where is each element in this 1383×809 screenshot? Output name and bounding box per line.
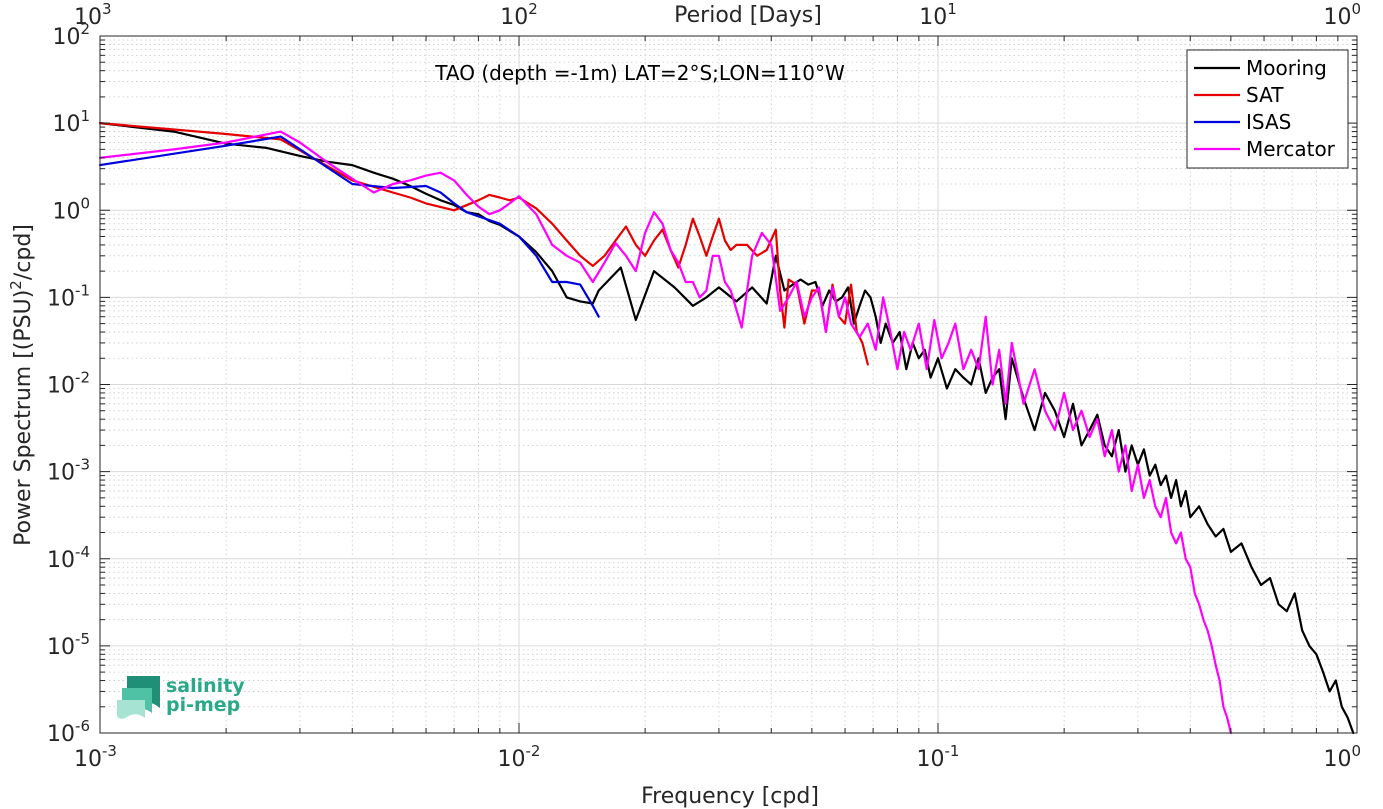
- y-axis-title-tail: /cpd]: [11, 224, 36, 280]
- x-tick-label: 10-2: [498, 742, 541, 772]
- y-tick-label-exp: -3: [75, 456, 90, 474]
- y-tick-label-exp: -5: [75, 630, 90, 648]
- y-tick-label-exp: -4: [75, 543, 90, 561]
- x-axis-title: Frequency [cpd]: [641, 784, 819, 809]
- y-tick-label: 10-4: [47, 543, 90, 573]
- y-tick-label: 102: [52, 20, 90, 50]
- top-axis-title: Period [Days]: [674, 3, 822, 28]
- legend: Mooring SAT ISAS Mercator: [1186, 49, 1349, 169]
- series-layer: [98, 121, 1355, 735]
- y-tick-label: 10-2: [47, 369, 90, 399]
- minor-grid: [100, 36, 1357, 733]
- top-tick-label-exp: 1: [947, 0, 957, 18]
- x-tick-label-base: 10: [498, 747, 526, 772]
- y-axis-title-sup: 2: [7, 280, 25, 290]
- top-tick-label-base: 10: [1323, 5, 1351, 30]
- x-tick-label-exp: -1: [945, 742, 960, 760]
- y-axis-title-main: Power Spectrum [(PSU): [11, 290, 36, 546]
- x-tick-label-exp: -3: [102, 742, 117, 760]
- legend-label-isas: ISAS: [1246, 110, 1291, 134]
- y-tick-label-base: 10: [47, 635, 75, 660]
- y-tick-label-base: 10: [47, 286, 75, 311]
- x-tick-label-exp: 0: [1351, 742, 1361, 760]
- top-tick-label-base: 10: [74, 5, 102, 30]
- x-tick-label-base: 10: [917, 747, 945, 772]
- y-tick-label: 101: [52, 107, 90, 137]
- chart-annotation: TAO (depth =-1m) LAT=2°S;LON=110°W: [434, 61, 845, 85]
- y-axis-title: Power Spectrum [(PSU)2/cpd]: [7, 224, 36, 546]
- top-tick-label: 103: [74, 0, 112, 30]
- x-tick-label: 100: [1323, 742, 1361, 772]
- top-tick-label-exp: 0: [1351, 0, 1361, 18]
- top-tick-label-base: 10: [500, 5, 528, 30]
- top-tick-label-exp: 3: [102, 0, 112, 18]
- legend-label-sat: SAT: [1246, 83, 1284, 107]
- y-tick-label-exp: -6: [75, 717, 90, 735]
- top-tick-label: 100: [1323, 0, 1361, 30]
- logo-text-line1: salinity: [166, 675, 245, 697]
- y-tick-label-exp: 1: [80, 107, 90, 125]
- x-tick-label-base: 10: [74, 747, 102, 772]
- y-tick-label: 10-6: [47, 717, 90, 747]
- x-tick-labels: 10-3 10-2 10-1 100: [74, 742, 1361, 772]
- y-tick-label-base: 10: [47, 548, 75, 573]
- x-tick-label-exp: -2: [526, 742, 541, 760]
- series-line-mercator: [98, 130, 1233, 735]
- tick-marks: [99, 35, 1358, 734]
- y-tick-label-base: 10: [47, 461, 75, 486]
- legend-box: [1186, 49, 1349, 169]
- y-tick-label-exp: -2: [75, 369, 90, 387]
- top-tick-label-base: 10: [919, 5, 947, 30]
- y-tick-label: 10-1: [47, 281, 90, 311]
- y-tick-label-base: 10: [52, 112, 80, 137]
- series-line-isas: [98, 135, 600, 318]
- logo-text-line2: pi-mep: [166, 694, 240, 716]
- y-tick-label-base: 10: [47, 374, 75, 399]
- top-tick-label: 102: [500, 0, 538, 30]
- series-line-mooring: [98, 121, 1355, 735]
- y-tick-label: 10-5: [47, 630, 90, 660]
- legend-label-mooring: Mooring: [1246, 56, 1327, 80]
- top-tick-labels: 103 102 101 100: [74, 0, 1361, 30]
- legend-label-mercator: Mercator: [1246, 137, 1336, 161]
- salinity-pi-mep-logo: salinity pi-mep: [117, 675, 245, 719]
- top-tick-label-exp: 2: [528, 0, 538, 18]
- y-tick-label-base: 10: [47, 722, 75, 747]
- x-tick-label: 10-3: [74, 742, 117, 772]
- top-tick-label: 101: [919, 0, 957, 30]
- y-tick-label-exp: -1: [75, 281, 90, 299]
- y-tick-label: 10-3: [47, 456, 90, 486]
- y-tick-label-base: 10: [52, 199, 80, 224]
- y-tick-label-base: 10: [52, 25, 80, 50]
- x-tick-label-base: 10: [1323, 747, 1351, 772]
- y-tick-label-exp: 2: [80, 20, 90, 38]
- y-tick-label: 100: [52, 194, 90, 224]
- logo-wave-front: [117, 700, 145, 719]
- y-tick-label-exp: 0: [80, 194, 90, 212]
- series-line-sat: [98, 121, 869, 366]
- x-tick-label: 10-1: [917, 742, 960, 772]
